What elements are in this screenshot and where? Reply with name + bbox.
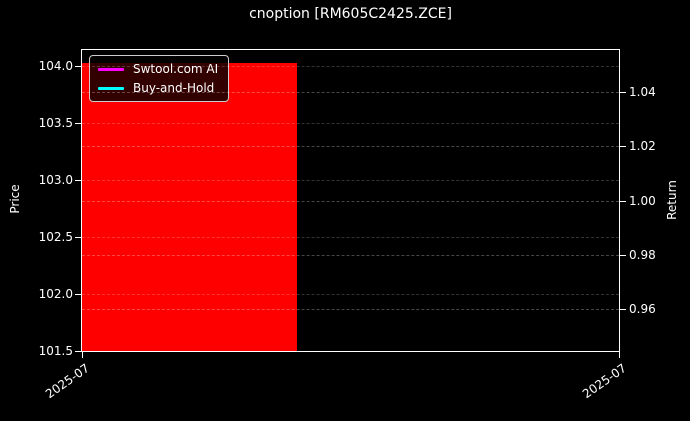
chart-title: cnoption [RM605C2425.ZCE] (249, 6, 452, 22)
left-tick-mark (75, 350, 82, 352)
left-tick-mark (75, 65, 82, 67)
gridline-price (82, 293, 619, 295)
right-tick-label: 1.02 (629, 139, 656, 154)
legend-entry-ai: Swtool.com AI (98, 62, 218, 76)
legend-entry-buy-and-hold: Buy-and-Hold (98, 81, 218, 95)
left-tick-label: 102.0 (38, 286, 73, 301)
left-axis-label: Price (8, 184, 22, 214)
gridline-return (82, 91, 619, 93)
x-tick-label: 2025-07 (42, 361, 93, 402)
gridline-return (82, 200, 619, 202)
left-tick-mark (75, 293, 82, 295)
gridline-return (82, 254, 619, 256)
x-tick-mark (619, 352, 620, 358)
legend-line-swatch-buy-and-hold (98, 86, 124, 90)
left-tick-label: 103.0 (38, 172, 73, 187)
right-tick-mark (619, 91, 626, 93)
x-tick-label: 2025-07 (579, 361, 630, 402)
gridline-price (82, 65, 619, 67)
right-tick-label: 0.96 (629, 302, 656, 317)
left-tick-mark (75, 122, 82, 124)
right-tick-mark (619, 309, 626, 311)
left-tick-label: 102.5 (38, 229, 73, 244)
right-tick-mark (619, 200, 626, 202)
right-tick-label: 1.04 (629, 84, 656, 99)
gridline-return (82, 146, 619, 148)
legend: Swtool.com AI Buy-and-Hold (89, 55, 230, 102)
gridline-price (82, 236, 619, 238)
left-tick-label: 103.5 (38, 115, 73, 130)
gridline-price (82, 122, 619, 124)
gridline-return (82, 309, 619, 311)
legend-label-ai: Swtool.com AI (133, 62, 219, 76)
legend-line-swatch-ai (98, 67, 124, 71)
right-tick-mark (619, 146, 626, 148)
price-fill-area (82, 62, 297, 351)
x-tick-mark (82, 352, 83, 358)
left-tick-mark (75, 179, 82, 181)
gridline-price (82, 179, 619, 181)
right-tick-label: 1.00 (629, 193, 656, 208)
right-axis-label: Return (665, 180, 679, 220)
left-tick-mark (75, 236, 82, 238)
right-tick-mark (619, 254, 626, 256)
right-tick-label: 0.98 (629, 247, 656, 262)
left-tick-label: 104.0 (38, 58, 73, 73)
plot-area: Swtool.com AI Buy-and-Hold (81, 49, 620, 352)
legend-label-buy-and-hold: Buy-and-Hold (133, 81, 215, 95)
left-tick-label: 101.5 (38, 343, 73, 358)
